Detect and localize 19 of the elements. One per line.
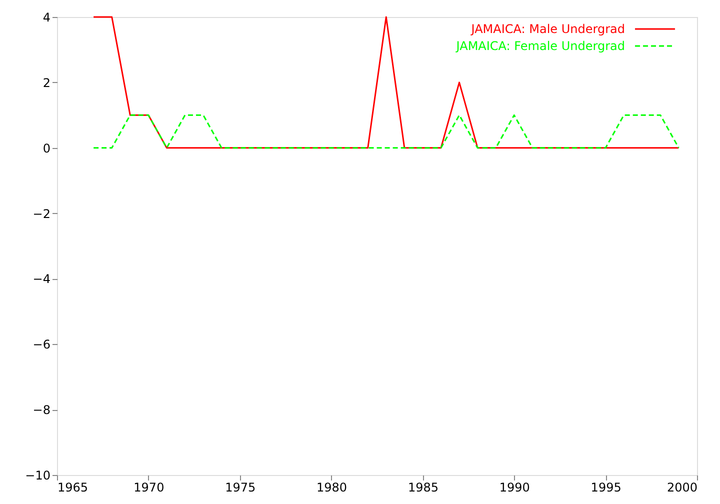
x-tick-label: 1975 [225,480,256,494]
x-tick-label: 1995 [590,480,622,494]
legend-label: JAMAICA: Male Undergrad [470,22,625,36]
x-tick-label: 1970 [134,480,164,494]
x-tick-label: 1980 [316,480,348,494]
y-tick-label: −2 [32,206,50,221]
x-tick-label: 1985 [408,480,438,494]
x-tick-label: 2000 [666,480,698,494]
y-tick-label: 0 [42,141,50,156]
y-tick-label: −10 [25,468,50,482]
legend-label: JAMAICA: Female Undergrad [455,39,625,53]
x-tick-label: 1990 [499,480,530,494]
y-tick-label: 4 [42,10,50,24]
line-series [92,16,680,149]
y-tick-label: 2 [42,76,50,90]
y-tick-label: −8 [32,403,50,418]
y-tick-label: −4 [32,272,50,286]
y-tick-label: −6 [32,338,50,352]
x-tick-label: 1965 [58,480,88,494]
